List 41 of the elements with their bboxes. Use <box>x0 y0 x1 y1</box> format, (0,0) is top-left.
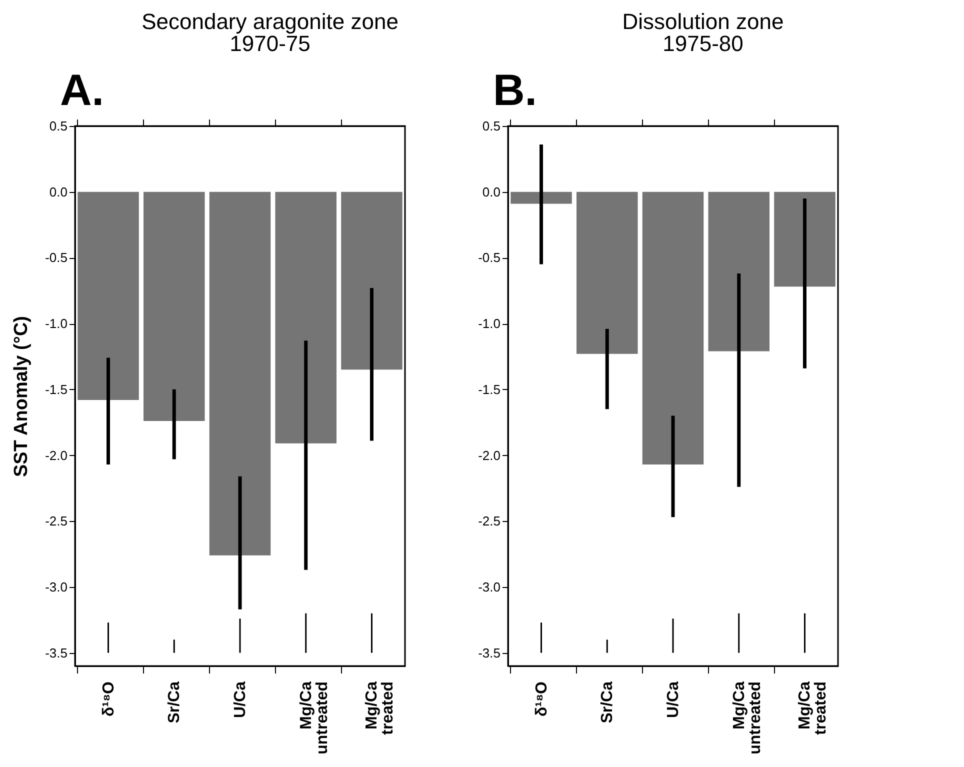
y-tick-label: 0.0 <box>482 184 500 200</box>
y-tick-label: 0.0 <box>49 184 68 200</box>
y-tick-label: -1.5 <box>478 382 500 397</box>
y-tick-label: -0.5 <box>45 250 68 266</box>
bar <box>576 192 638 354</box>
x-tick-label: Mg/Ca untreated <box>730 681 764 754</box>
bar <box>708 192 770 352</box>
text: B. <box>493 66 537 115</box>
bar <box>642 192 704 464</box>
x-tick-label: Mg/Ca untreated <box>298 681 331 754</box>
y-tick-label: 0.5 <box>49 118 68 134</box>
y-tick-label: -2.5 <box>478 514 500 529</box>
y-tick-label: -1.5 <box>45 382 68 397</box>
bar <box>275 192 336 444</box>
x-tick-label: Sr/Ca <box>166 681 184 724</box>
bar <box>774 192 836 287</box>
x-tick-label: Sr/Ca <box>599 681 616 724</box>
bar <box>510 192 572 204</box>
chart-title: Secondary aragonite zone 1970-75 <box>142 9 398 56</box>
y-tick-label: -1.0 <box>478 316 500 332</box>
x-tick-label: U/Ca <box>232 681 249 718</box>
chart-title: Dissolution zone 1975-80 <box>622 9 784 56</box>
y-tick-label: -2.0 <box>478 448 500 463</box>
y-tick-label: -0.5 <box>478 250 500 266</box>
y-tick-label: -3.5 <box>45 645 68 660</box>
y-tick-label: -3.0 <box>45 579 68 594</box>
y-axis-title: SST Anomaly (°C) <box>11 316 32 478</box>
text: A. <box>60 66 104 115</box>
bar <box>209 192 271 556</box>
bar <box>341 192 402 370</box>
y-tick-label: -1.0 <box>45 316 68 332</box>
y-tick-label: 0.5 <box>482 118 500 134</box>
bar <box>144 192 205 422</box>
y-tick-label: -2.5 <box>45 514 68 529</box>
x-tick-label: δ¹⁸O <box>533 682 550 717</box>
y-tick-label: -3.0 <box>478 579 500 594</box>
x-tick-label: δ¹⁸O <box>100 682 118 717</box>
bar <box>78 192 139 400</box>
y-tick-label: -3.5 <box>478 645 500 660</box>
y-tick-label: -2.0 <box>45 448 68 463</box>
x-tick-label: U/Ca <box>665 681 682 718</box>
